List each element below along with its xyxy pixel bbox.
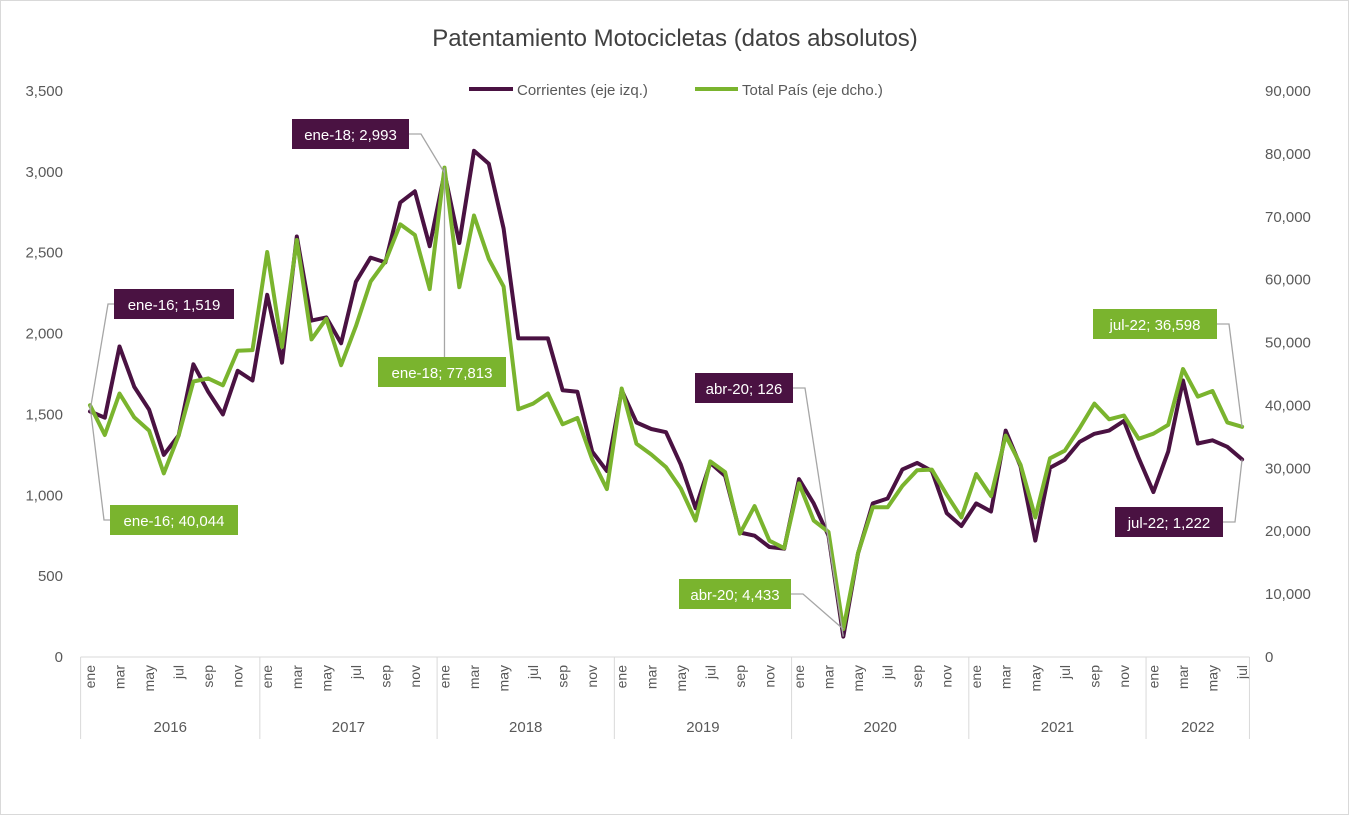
x-month-label: sep: [555, 665, 571, 688]
x-year-label: 2018: [509, 719, 542, 736]
x-month-label: nov: [761, 665, 777, 688]
x-month-label: mar: [1175, 665, 1191, 689]
annotation-label: ene-18; 2,993: [304, 127, 397, 144]
x-year-label: 2016: [154, 719, 187, 736]
y-right-tick-label: 70,000: [1265, 209, 1311, 226]
y-right-tick-label: 0: [1265, 649, 1273, 666]
annotation-label: jul-22; 36,598: [1109, 317, 1201, 334]
x-month-label: jul: [1234, 665, 1250, 680]
annotation-box: [1093, 309, 1217, 339]
x-month-label: nov: [407, 665, 423, 688]
x-month-label: jul: [525, 665, 541, 680]
x-year-label: 2019: [686, 719, 719, 736]
x-month-label: ene: [259, 665, 275, 689]
y-right-tick-label: 90,000: [1265, 83, 1311, 100]
x-month-label: may: [1205, 665, 1221, 691]
y-left-tick-label: 2,000: [25, 326, 63, 343]
series-line-corrientes: [88, 148, 1245, 639]
x-year-label: 2022: [1181, 719, 1214, 736]
annotation-label: ene-16; 1,519: [128, 297, 221, 314]
x-month-label: ene: [791, 665, 807, 689]
x-month-label: sep: [377, 665, 393, 688]
y-left-tick-label: 1,000: [25, 487, 63, 504]
x-month-label: mar: [821, 665, 837, 689]
y-left-tick-label: 3,000: [25, 164, 63, 181]
annotation-leader-line: [1217, 323, 1243, 427]
annotation-box: [110, 505, 238, 535]
annotation-leader-line: [89, 303, 114, 412]
x-month-label: mar: [643, 665, 659, 689]
x-month-label: nov: [230, 665, 246, 688]
x-month-label: sep: [909, 665, 925, 688]
annotation-label: ene-18; 77,813: [392, 365, 493, 382]
x-month-label: ene: [82, 665, 98, 689]
x-month-label: sep: [200, 665, 216, 688]
x-month-label: ene: [614, 665, 630, 689]
series-line-total-pais: [88, 165, 1245, 632]
x-year-label: 2021: [1041, 719, 1074, 736]
annotation-leader-line: [89, 405, 110, 521]
x-month-label: mar: [289, 665, 305, 689]
annotation-box: [1115, 507, 1223, 537]
x-year-label: 2020: [864, 719, 897, 736]
y-right-tick-label: 40,000: [1265, 397, 1311, 414]
x-month-label: mar: [998, 665, 1014, 689]
annotation-box: [679, 579, 791, 609]
annotation-label: jul-22; 1,222: [1127, 515, 1211, 532]
y-right-tick-label: 10,000: [1265, 586, 1311, 603]
y-right-tick-label: 50,000: [1265, 335, 1311, 352]
y-left-tick-label: 1,500: [25, 406, 63, 423]
x-month-label: jul: [171, 665, 187, 680]
legend: Corrientes (eje izq.) Total País (eje dc…: [469, 82, 883, 99]
x-month-label: nov: [1116, 665, 1132, 688]
x-month-label: may: [1027, 665, 1043, 691]
x-month-label: jul: [348, 665, 364, 680]
x-month-label: jul: [702, 665, 718, 680]
x-month-label: ene: [436, 665, 452, 689]
annotation-label: abr-20; 4,433: [690, 587, 779, 604]
x-month-label: nov: [584, 665, 600, 688]
annotation-box: [695, 373, 793, 403]
annotation-leader-line: [793, 387, 844, 637]
data-annotations: ene-16; 1,519 ene-16; 40,044 ene-18; 2,993…: [89, 119, 1243, 637]
y-left-tick-label: 2,500: [25, 245, 63, 262]
legend-label-total: Total País (eje dcho.): [742, 82, 883, 99]
annotation-leader-line: [1223, 459, 1243, 523]
annotation-box: [114, 289, 234, 319]
x-month-label: mar: [466, 665, 482, 689]
annotation-box: [292, 119, 409, 149]
x-month-label: may: [318, 665, 334, 691]
y-left-tick-label: 3,500: [25, 83, 63, 100]
x-month-label: sep: [1086, 665, 1102, 688]
x-year-label: 2017: [332, 719, 365, 736]
annotation-label: ene-16; 40,044: [124, 513, 225, 530]
annotation-leader-line: [409, 133, 446, 174]
x-month-label: mar: [112, 665, 128, 689]
chart-title: Patentamiento Motocicletas (datos absolu…: [432, 25, 918, 52]
x-month-label: sep: [732, 665, 748, 688]
x-month-label: ene: [1145, 665, 1161, 689]
x-month-label: may: [141, 665, 157, 691]
y-right-tick-label: 20,000: [1265, 523, 1311, 540]
x-month-label: may: [850, 665, 866, 691]
y-right-tick-label: 60,000: [1265, 272, 1311, 289]
y-left-tick-label: 500: [38, 568, 63, 585]
y-left-tick-label: 0: [55, 649, 63, 666]
axes: 0 500 1,000 1,500 2,000 2,500 3,000 3,500 0 10,00…: [25, 83, 1311, 739]
x-month-label: jul: [1057, 665, 1073, 680]
x-month-label: nov: [939, 665, 955, 688]
annotation-box: [378, 357, 506, 387]
annotation-label: abr-20; 126: [706, 381, 783, 398]
y-right-tick-label: 80,000: [1265, 146, 1311, 163]
x-month-label: may: [673, 665, 689, 691]
annotation-leader-line: [791, 593, 844, 630]
x-month-label: ene: [968, 665, 984, 689]
x-month-label: jul: [880, 665, 896, 680]
legend-label-corrientes: Corrientes (eje izq.): [517, 82, 648, 99]
series-lines: [88, 148, 1245, 639]
x-month-label: may: [496, 665, 512, 691]
y-right-tick-label: 30,000: [1265, 460, 1311, 477]
